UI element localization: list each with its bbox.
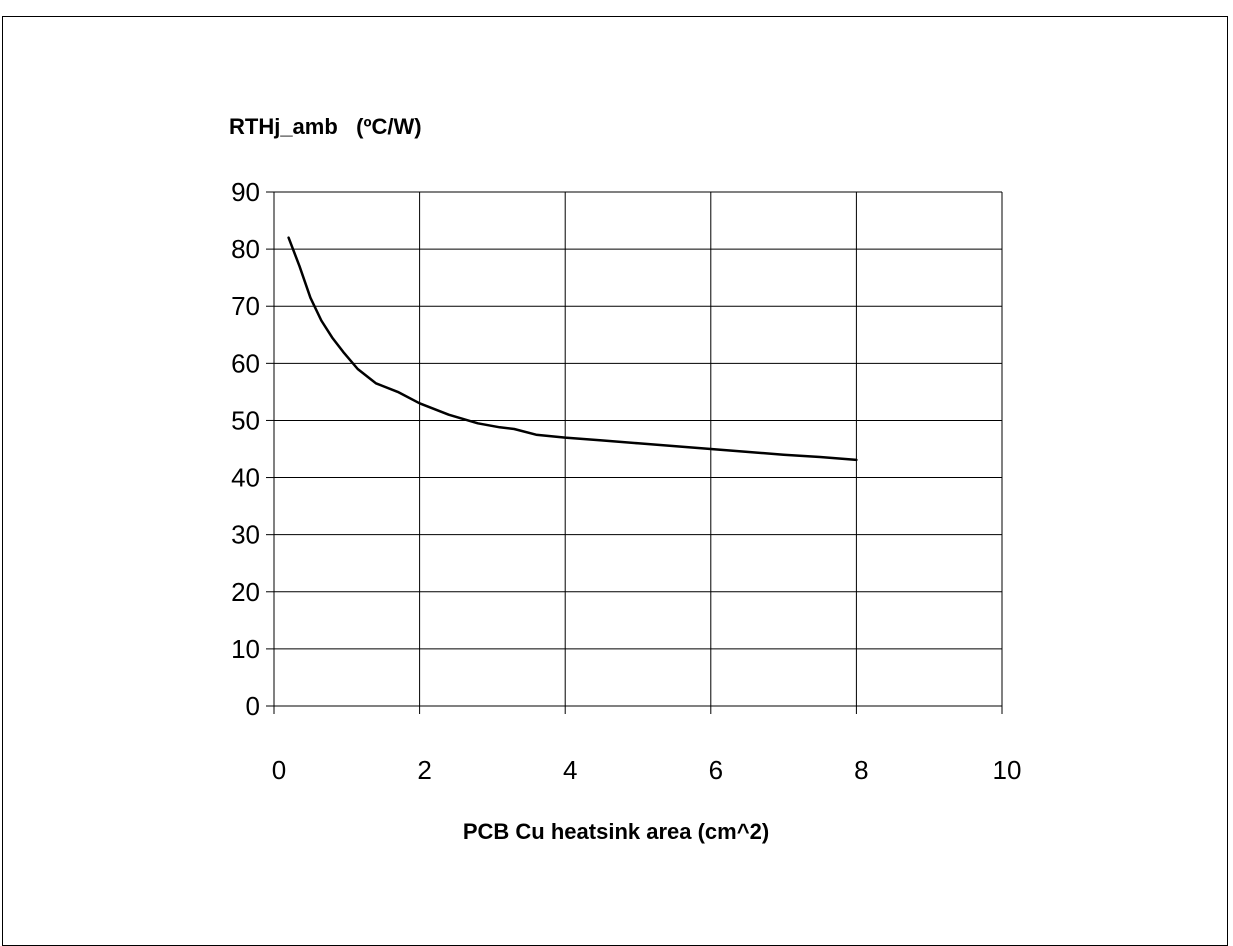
y-tick-label: 70 [231, 291, 260, 321]
y-tick-label: 20 [231, 577, 260, 607]
x-axis-label: PCB Cu heatsink area (cm^2) [463, 819, 769, 844]
y-tick-label: 40 [231, 463, 260, 493]
y-tick-label: 0 [246, 691, 260, 721]
x-tick-label: 8 [854, 755, 868, 785]
x-tick-label: 0 [272, 755, 286, 785]
y-tick-label: 90 [231, 177, 260, 207]
y-axis-label: RTHj_amb (ºC/W) [229, 114, 422, 139]
grid [274, 191, 1003, 706]
series-line [287, 236, 858, 462]
x-tick-label: 6 [709, 755, 723, 785]
tick-labels: 0 10 20 30 40 50 60 70 80 90 0 2 4 6 8 10 [231, 177, 1021, 785]
y-tick-label: 60 [231, 348, 260, 378]
y-tick-label: 50 [231, 405, 260, 435]
x-tick-label: 10 [993, 755, 1022, 785]
chart-frame [2, 16, 1228, 946]
y-tick-label: 80 [231, 234, 260, 264]
y-tick-label: 10 [231, 634, 260, 664]
series [287, 236, 858, 462]
axes [266, 191, 1003, 714]
x-tick-label: 4 [563, 755, 577, 785]
y-tick-label: 30 [231, 520, 260, 550]
x-tick-label: 2 [417, 755, 431, 785]
